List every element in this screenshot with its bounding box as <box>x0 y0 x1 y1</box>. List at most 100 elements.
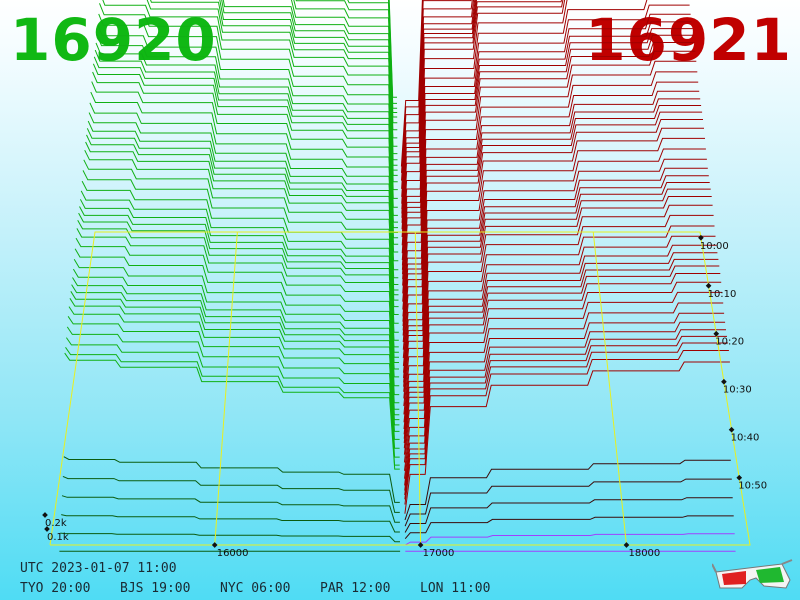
bid-depth-line <box>219 0 398 166</box>
x-tick-mark <box>211 542 218 548</box>
bid-depth-line <box>84 149 399 308</box>
bid-depth-line <box>63 456 400 503</box>
grid-price-line <box>414 231 422 546</box>
bid-depth-line <box>80 190 399 341</box>
ask-depth-line <box>401 0 568 238</box>
ask-depth-line <box>404 342 728 500</box>
grid <box>49 231 751 546</box>
bid-depth-line <box>75 237 400 378</box>
z-tick-label: 0.1k <box>47 532 69 543</box>
ask-depth-line <box>402 158 707 367</box>
grid-price-line <box>592 231 627 546</box>
bid-depth-line <box>102 0 398 183</box>
bid-depth-line <box>85 141 399 301</box>
time-tick-mark <box>705 282 712 289</box>
ask-depth-line <box>401 0 473 189</box>
ask-depth-line <box>404 497 733 533</box>
ask-depth-line <box>404 321 726 486</box>
bid-depth-line <box>87 120 399 285</box>
city-time-lon: LON 11:00 <box>420 581 491 596</box>
ask-price: 16921 <box>585 6 792 74</box>
ask-depth-line <box>403 196 712 392</box>
time-tick-mark <box>736 474 743 481</box>
time-tick-label: 10:40 <box>731 433 760 444</box>
ask-depth-line <box>403 175 709 379</box>
bid-depth-line <box>61 514 400 533</box>
bid-depth-line <box>74 248 400 387</box>
bid-depth-line <box>82 170 399 324</box>
bid-depth-line <box>295 0 398 131</box>
ask-depth-line <box>403 291 723 463</box>
ask-depth-line <box>401 0 477 214</box>
ask-depth-line <box>401 0 477 210</box>
ask-depth-line <box>403 265 720 444</box>
grid-frame <box>49 231 751 546</box>
ask-depth-line <box>403 188 711 387</box>
ask-depth-line <box>401 0 564 223</box>
ask-depth-line <box>401 13 691 261</box>
city-time-par: PAR 12:00 <box>320 581 391 596</box>
ask-depth-line <box>404 533 735 546</box>
x-axis-ticks: 16000 17000 18000 <box>211 542 660 559</box>
bid-depth-line <box>72 268 400 404</box>
x-tick-mark <box>417 542 424 548</box>
bid-depth-line <box>86 134 399 296</box>
ask-depth-line <box>404 515 734 540</box>
bid-depth-line <box>347 0 398 124</box>
ask-depth-line <box>404 329 726 491</box>
bid-depth-line <box>92 63 399 239</box>
x-tick-label: 17000 <box>423 548 455 559</box>
bid-depth-line <box>150 0 398 171</box>
city-time-bjs: BJS 19:00 <box>120 581 191 596</box>
bid-depth-line <box>388 0 397 98</box>
bid-depth-line <box>62 475 400 513</box>
ask-depth-line <box>403 167 708 373</box>
bid-depth-line <box>222 0 398 155</box>
z-tick-mark <box>44 526 50 532</box>
ask-depth-line <box>401 0 566 230</box>
3d-glasses-icon[interactable] <box>712 558 794 592</box>
x-tick-label: 16000 <box>217 548 249 559</box>
bid-depth-line <box>99 3 398 191</box>
utc-time: UTC 2023-01-07 11:00 <box>20 561 177 576</box>
ask-depth-line <box>404 335 727 496</box>
ask-depth-line <box>402 137 705 350</box>
bid-depth-line <box>76 228 399 370</box>
ask-depth-line <box>403 214 714 407</box>
ask-depth-line <box>402 105 702 327</box>
city-time-nyc: NYC 06:00 <box>220 581 291 596</box>
ask-depth-line <box>401 21 692 266</box>
ask-depth-line <box>402 111 703 331</box>
bid-depth-line <box>388 0 397 104</box>
ask-depth-line <box>403 252 718 435</box>
bid-depth-line <box>61 495 400 523</box>
bid-depth-line <box>60 532 400 543</box>
ask-depth-line <box>403 258 719 439</box>
ask-depth-line <box>403 244 717 430</box>
city-time-tyo: TYO 20:00 <box>20 581 91 596</box>
ask-depth-line <box>402 119 703 336</box>
bid-depth-line <box>98 13 398 199</box>
bid-depth-line <box>81 180 399 333</box>
ask-depth-line <box>404 350 729 505</box>
time-tick-label: 10:10 <box>708 289 737 300</box>
ask-depth-line <box>404 459 731 521</box>
ask-depth-line <box>401 0 472 181</box>
time-tick-label: 10:20 <box>715 337 744 348</box>
ask-depth-line <box>401 28 693 270</box>
bid-depth-line <box>73 259 400 396</box>
bid-depth-line <box>77 219 399 363</box>
ask-depth-line <box>401 0 476 204</box>
bid-depth-line <box>78 212 399 358</box>
bid-depth-line <box>65 347 400 466</box>
ask-depth-line <box>402 50 696 286</box>
bid-depth-line <box>97 24 398 208</box>
z-axis-ticks: 0.1k 0.2k <box>42 512 69 543</box>
ask-depth-line <box>400 0 423 167</box>
ask-depth-line <box>402 60 697 294</box>
bid-depth-line <box>83 159 399 315</box>
ask-depth-line <box>402 90 700 317</box>
x-tick-label: 18000 <box>628 548 660 559</box>
ask-depth-line <box>403 281 722 455</box>
